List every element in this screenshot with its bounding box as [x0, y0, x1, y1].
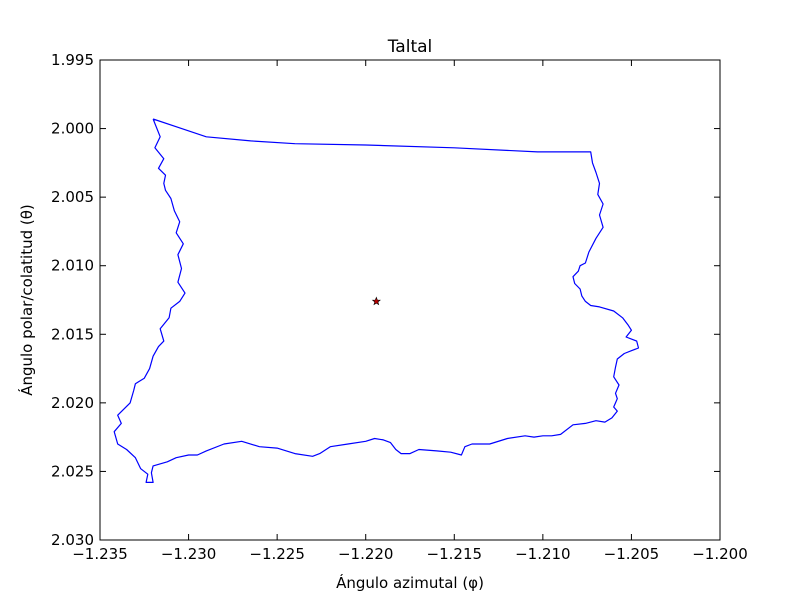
- y-tick-label: 2.015: [51, 325, 94, 343]
- y-axis-label: Ángulo polar/colatitud (θ): [17, 204, 36, 396]
- x-tick-label: −1.225: [249, 545, 305, 563]
- y-tick-label: 1.995: [51, 51, 94, 69]
- center-star-marker: [371, 296, 381, 306]
- y-tick-label: 2.010: [51, 257, 94, 275]
- axes-frame: [99, 59, 721, 541]
- x-tick-label: −1.235: [72, 545, 128, 563]
- y-tick-label: 2.000: [51, 120, 94, 138]
- x-tick-label: −1.215: [427, 545, 483, 563]
- y-tick-label: 2.020: [51, 394, 94, 412]
- boundary-line: [113, 118, 640, 483]
- plot-area: −1.235 −1.230 −1.225 −1.220 −1.215 −1.210 −1.2…: [51, 51, 748, 563]
- y-tick-label: 2.005: [51, 188, 94, 206]
- x-tick-label: −1.200: [692, 545, 748, 563]
- chart-title: Taltal: [387, 37, 433, 57]
- x-tick-label: −1.220: [338, 545, 394, 563]
- y-tick-label: 2.025: [51, 462, 94, 480]
- x-tick-label: −1.205: [604, 545, 660, 563]
- x-tick-label: −1.210: [515, 545, 571, 563]
- x-axis-label: Ángulo azimutal (φ): [336, 573, 484, 592]
- x-tick-label: −1.230: [161, 545, 217, 563]
- y-tick-label: 2.030: [51, 531, 94, 549]
